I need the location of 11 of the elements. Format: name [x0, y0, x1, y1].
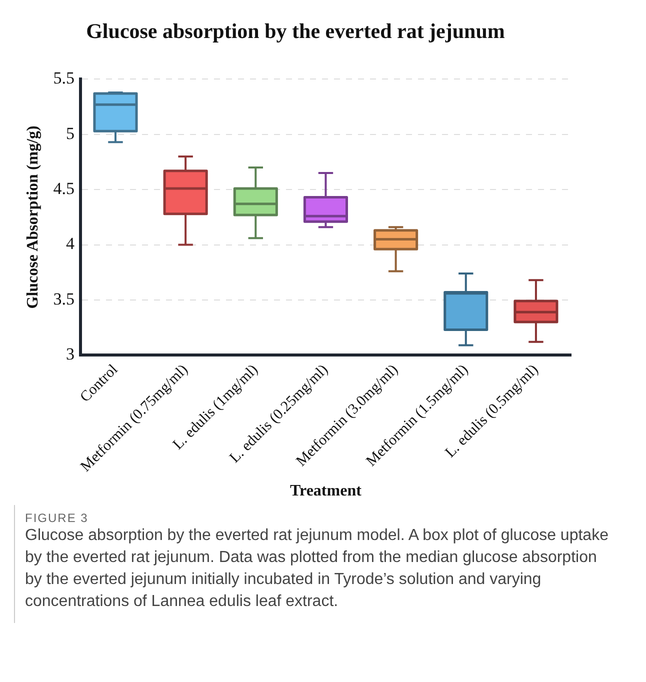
y-tick-label: 3: [66, 344, 74, 364]
y-tick-label: 4: [66, 234, 75, 254]
text: Glucose absorption by the everted rat jejunum model. A box plot of glucose uptake by the everted rat jejunum. Data was plotted from the median glucose absorption by the everted jejunum initially incubated in Tyrode’s solution and varying concentrations of Lannea edulis leaf extract.: [25, 526, 610, 612]
caption: FIGURE 3: [25, 511, 90, 525]
y-tick-label: 3.5: [53, 289, 74, 308]
x-axis-title: Treatment: [290, 482, 362, 500]
y-tick-label: 5: [66, 124, 74, 143]
y-tick-label: 5.5: [53, 68, 74, 88]
y-tick-label: 4.5: [53, 179, 74, 198]
y-axis-title: Glucose Absorption (mg/g): [24, 126, 42, 309]
chart-title: Glucose absorption by the everted rat jejunum: [86, 19, 506, 44]
